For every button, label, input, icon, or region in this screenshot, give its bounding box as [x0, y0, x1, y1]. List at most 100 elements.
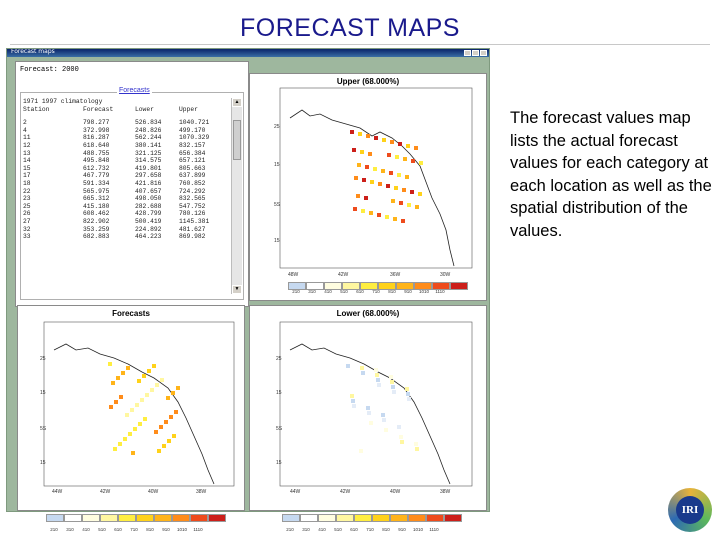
forecast-text-panel: Forecast: 2000 Forecasts 1971 1997 clima… — [15, 61, 249, 307]
table-cell: 618.640 — [83, 141, 110, 149]
table-cell: 565.975 — [83, 187, 110, 195]
table-row[interactable]: 22 565.975 407.657 724.292 — [23, 188, 229, 196]
station-marker — [350, 130, 354, 134]
station-marker — [374, 368, 378, 372]
vertical-scrollbar[interactable]: ▲ ▼ — [231, 98, 242, 294]
station-marker — [401, 219, 405, 223]
station-marker — [382, 138, 386, 142]
table-row[interactable]: 26 608.462 428.799 780.126 — [23, 210, 229, 218]
colorbar-label: 310 — [66, 527, 74, 532]
colorbar-swatch — [46, 514, 64, 522]
iri-logo-text: IRI — [676, 496, 704, 524]
table-cell: 12 — [23, 141, 31, 149]
scroll-thumb[interactable] — [233, 120, 241, 160]
lower-map-plot — [279, 321, 473, 487]
station-marker — [403, 157, 407, 161]
station-marker — [370, 180, 374, 184]
table-cell: 2 — [23, 119, 27, 127]
station-marker — [392, 390, 396, 394]
station-marker — [128, 432, 132, 436]
station-marker — [407, 397, 411, 401]
station-marker — [413, 437, 417, 441]
station-marker — [358, 132, 362, 136]
station-marker — [108, 362, 112, 366]
station-marker — [407, 203, 411, 207]
colorbar-swatch — [136, 514, 154, 522]
colorbar-label: 1010 — [418, 289, 429, 294]
station-marker — [397, 425, 401, 429]
station-marker — [414, 442, 418, 446]
table-cell: 1070.329 — [179, 134, 210, 142]
scroll-down-icon[interactable]: ▼ — [232, 285, 242, 294]
station-marker — [159, 425, 163, 429]
station-marker — [360, 366, 364, 370]
table-cell: 481.627 — [179, 225, 206, 233]
station-marker — [364, 196, 368, 200]
forecast-list[interactable]: 1971 1997 climatology Station Forecast L… — [23, 98, 229, 294]
station-marker — [377, 383, 381, 387]
lat-label: 15 — [274, 238, 280, 244]
colorbar-swatch — [208, 514, 226, 522]
colorbar-swatch — [396, 282, 414, 290]
app-window: Forecast maps Forecast: 2000 Forecasts 1… — [6, 48, 490, 512]
table-row[interactable]: 17 467.779 297.658 637.899 — [23, 172, 229, 180]
table-row[interactable]: 15 612.732 419.801 805.663 — [23, 165, 229, 173]
maximize-button[interactable] — [472, 50, 479, 56]
station-marker — [145, 393, 149, 397]
table-cell: 869.982 — [179, 233, 206, 241]
station-marker — [162, 444, 166, 448]
table-cell: 780.126 — [179, 210, 206, 218]
forecasts-group-label[interactable]: Forecasts — [117, 87, 152, 94]
table-row[interactable]: 25 415.180 282.688 547.752 — [23, 203, 229, 211]
table-row[interactable]: 27 822.902 500.419 1145.381 — [23, 218, 229, 226]
lon-label: 48W — [288, 272, 299, 278]
close-button[interactable] — [480, 50, 487, 56]
table-row[interactable]: 33 682.883 464.223 869.982 — [23, 233, 229, 241]
table-cell: 372.998 — [83, 126, 110, 134]
colorbar-swatch — [342, 282, 360, 290]
column-header: Lower — [135, 105, 154, 113]
table-row[interactable]: 18 591.334 421.816 760.852 — [23, 180, 229, 188]
station-marker — [411, 159, 415, 163]
station-marker — [169, 415, 173, 419]
colorbar-swatch — [172, 514, 190, 522]
station-marker — [419, 161, 423, 165]
table-cell: 26 — [23, 210, 31, 218]
colorbar-swatch — [372, 514, 390, 522]
lon-label: 40W — [148, 489, 159, 495]
station-marker — [390, 380, 394, 384]
table-row[interactable]: 4 372.998 248.826 499.170 — [23, 127, 229, 135]
station-marker — [121, 371, 125, 375]
station-marker — [395, 155, 399, 159]
colorbar-swatch — [444, 514, 462, 522]
station-marker — [357, 163, 361, 167]
window-title: Forecast maps — [11, 48, 55, 55]
window-titlebar[interactable]: Forecast maps — [7, 49, 489, 57]
table-cell: 498.050 — [135, 195, 162, 203]
minimize-button[interactable] — [464, 50, 471, 56]
column-header: Forecast — [83, 105, 114, 113]
station-marker — [125, 413, 129, 417]
station-marker — [373, 167, 377, 171]
forecasts-groupbox: Forecasts 1971 1997 climatology Station … — [20, 87, 244, 300]
column-header: Station — [23, 105, 50, 113]
table-row[interactable]: 13 488.755 321.125 656.384 — [23, 150, 229, 158]
lat-label: 25 — [40, 356, 46, 362]
colorbar-label: 1110 — [435, 289, 445, 294]
upper-map-title: Upper (68.000%) — [336, 77, 400, 86]
table-cell: 500.419 — [135, 217, 162, 225]
table-cell: 805.663 — [179, 164, 206, 172]
station-marker — [389, 171, 393, 175]
table-row[interactable]: 2 798.277 526.834 1040.721 — [23, 119, 229, 127]
station-marker — [126, 366, 130, 370]
table-row[interactable]: 32 353.259 224.892 481.627 — [23, 226, 229, 234]
table-row[interactable]: 23 665.312 498.050 832.565 — [23, 195, 229, 203]
lon-label: 38W — [440, 489, 451, 495]
table-row[interactable]: 11 816.287 562.244 1070.329 — [23, 134, 229, 142]
station-marker — [390, 140, 394, 144]
station-marker — [130, 408, 134, 412]
table-row[interactable]: 12 618.640 380.141 832.157 — [23, 142, 229, 150]
scroll-up-icon[interactable]: ▲ — [232, 98, 242, 107]
table-row[interactable]: 14 495.848 314.575 657.121 — [23, 157, 229, 165]
colorbar-label: 810 — [388, 289, 396, 294]
